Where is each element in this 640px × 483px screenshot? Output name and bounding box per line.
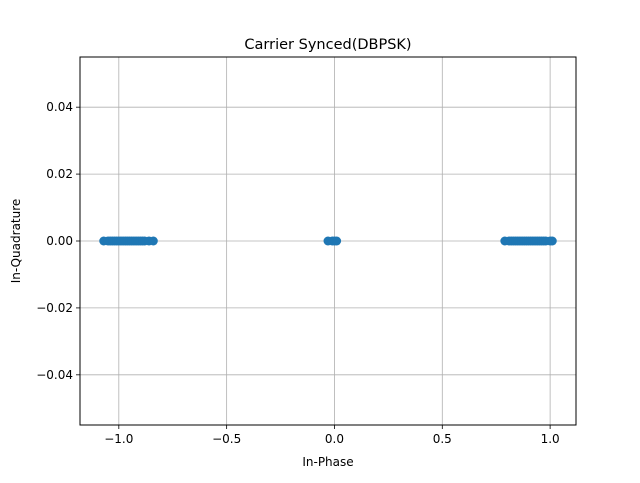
y-tick-label: 0.04 bbox=[46, 100, 73, 114]
data-point bbox=[332, 236, 342, 246]
y-tick-label: 0.00 bbox=[46, 234, 73, 248]
x-tick-label: 1.0 bbox=[541, 432, 560, 446]
x-tick-label: −0.5 bbox=[212, 432, 241, 446]
data-point bbox=[148, 236, 158, 246]
y-axis-ticks: −0.04 −0.02 0.00 0.02 0.04 bbox=[36, 100, 80, 382]
data-points bbox=[99, 236, 557, 246]
x-tick-label: −1.0 bbox=[104, 432, 133, 446]
x-axis-ticks: −1.0 −0.5 0.0 0.5 1.0 bbox=[104, 425, 560, 446]
data-point bbox=[547, 236, 557, 246]
chart-title: Carrier Synced(DBPSK) bbox=[244, 37, 411, 53]
y-tick-label: −0.04 bbox=[36, 368, 73, 382]
y-tick-label: −0.02 bbox=[36, 301, 73, 315]
y-tick-label: 0.02 bbox=[46, 167, 73, 181]
x-tick-label: 0.5 bbox=[433, 432, 452, 446]
x-axis-label: In-Phase bbox=[302, 455, 353, 469]
x-tick-label: 0.0 bbox=[325, 432, 344, 446]
y-axis-label: In-Quadrature bbox=[9, 199, 23, 284]
